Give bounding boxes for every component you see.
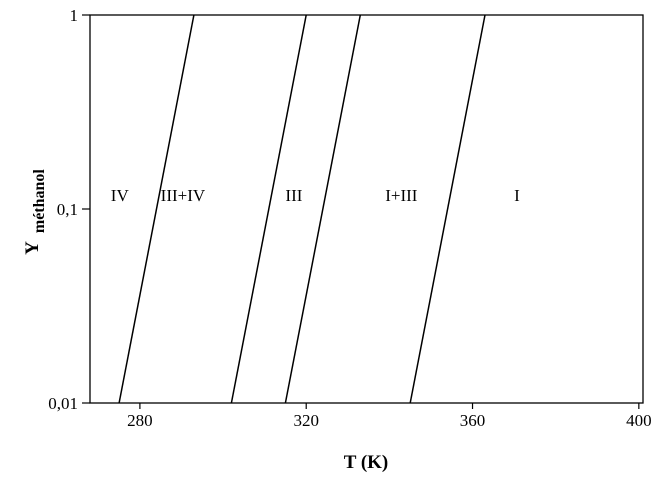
- x-axis-ticks: 280 320 360 400: [127, 403, 652, 430]
- y-tick-label: 0,1: [57, 200, 78, 219]
- y-axis-title-group: Y méthanol: [22, 169, 48, 255]
- plot-frame: [89, 14, 644, 404]
- phase-region-label: I: [514, 186, 520, 205]
- phase-boundary-lines: [118, 14, 486, 404]
- phase-boundary-line-4: [409, 14, 486, 404]
- y-axis-ticks: 0,01 0,1 1: [48, 6, 90, 413]
- x-tick-label: 320: [293, 411, 319, 430]
- x-tick-label: 400: [626, 411, 652, 430]
- phase-region-label: IV: [111, 186, 130, 205]
- y-axis-title-subscript: méthanol: [31, 169, 48, 234]
- x-axis-title: T (K): [344, 452, 389, 473]
- y-tick-label: 1: [70, 6, 79, 25]
- x-tick-label: 360: [460, 411, 486, 430]
- phase-region-label: III+IV: [161, 186, 206, 205]
- svg-text:Y méthanol: Y méthanol: [22, 169, 48, 255]
- phase-region-label: I+III: [385, 186, 418, 205]
- phase-region-label: III: [285, 186, 302, 205]
- phase-boundary-line-3: [284, 14, 362, 404]
- phase-boundary-line-2: [230, 14, 307, 404]
- phase-region-labels: IV III+IV III I+III I: [111, 186, 520, 205]
- x-tick-label: 280: [127, 411, 153, 430]
- y-tick-label: 0,01: [48, 394, 78, 413]
- phase-boundary-line-1: [118, 14, 195, 404]
- y-axis-title: Y: [22, 241, 43, 255]
